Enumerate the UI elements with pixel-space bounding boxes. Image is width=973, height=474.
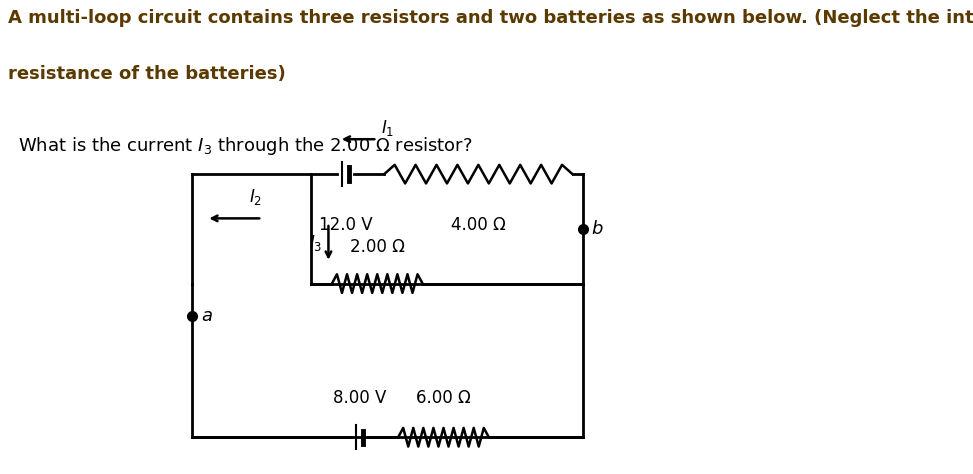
Text: resistance of the batteries): resistance of the batteries)	[8, 65, 285, 82]
Text: $a$: $a$	[200, 307, 213, 325]
Text: $I_1$: $I_1$	[380, 118, 394, 138]
Text: 12.0 V: 12.0 V	[319, 216, 373, 234]
Text: A multi-loop circuit contains three resistors and two batteries as shown below. : A multi-loop circuit contains three resi…	[8, 9, 973, 27]
Text: $b$: $b$	[592, 220, 604, 238]
Text: 8.00 V: 8.00 V	[333, 389, 386, 407]
Text: 2.00 Ω: 2.00 Ω	[350, 237, 405, 255]
Text: What is the current $I_3$ through the 2.00 Ω resistor?: What is the current $I_3$ through the 2.…	[18, 135, 473, 156]
Text: $I_2$: $I_2$	[249, 187, 262, 207]
Text: 4.00 Ω: 4.00 Ω	[451, 216, 506, 234]
Text: 6.00 Ω: 6.00 Ω	[416, 389, 471, 407]
Text: $I_3$: $I_3$	[309, 233, 323, 253]
